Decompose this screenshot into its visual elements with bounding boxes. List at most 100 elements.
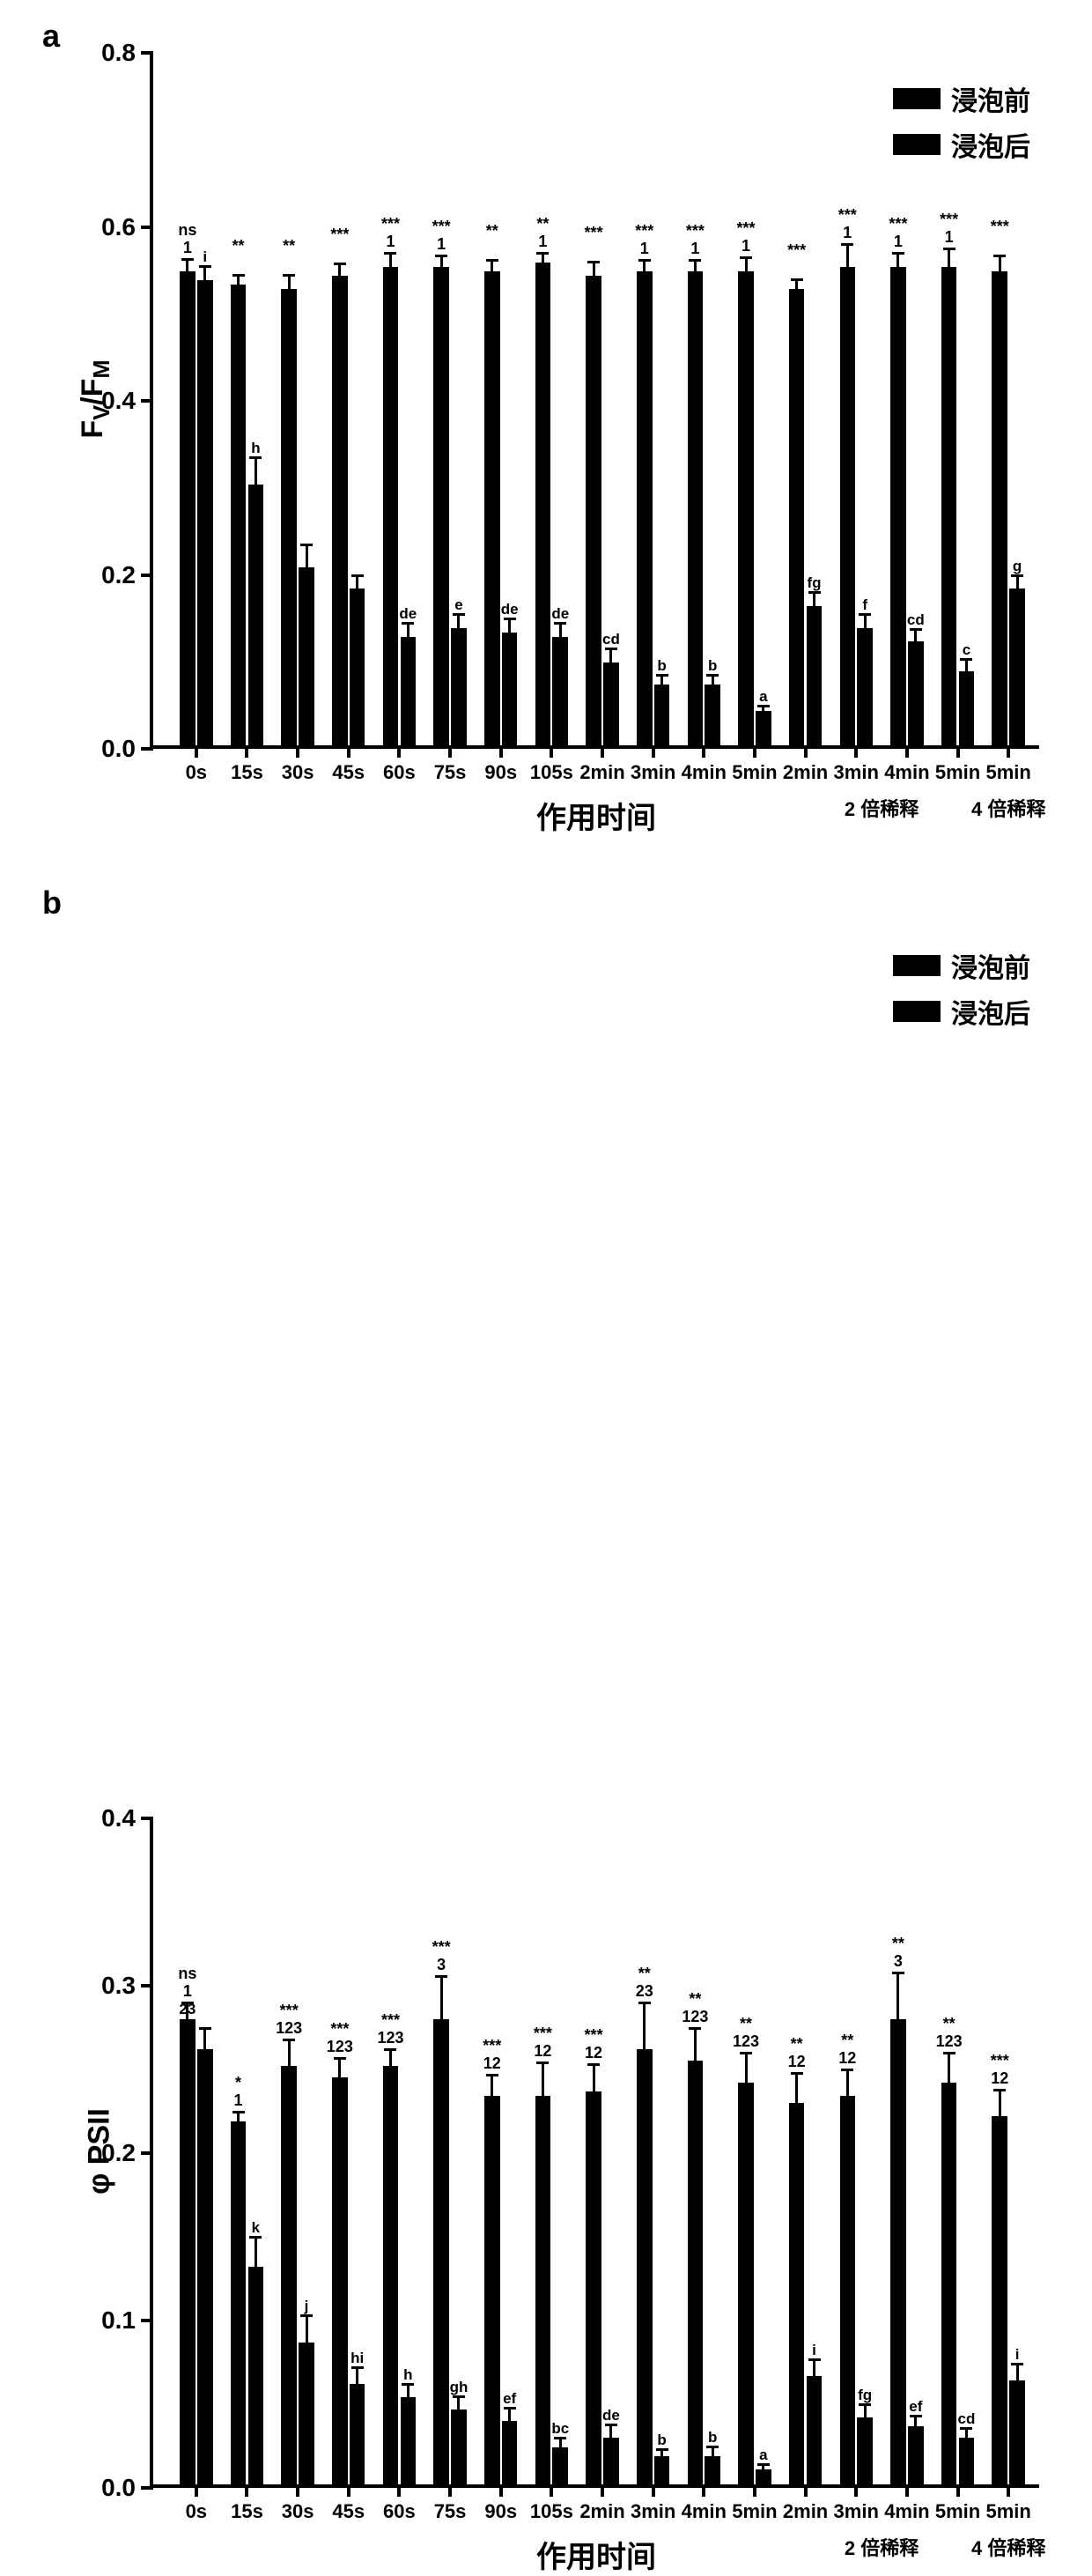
bar-after	[502, 633, 518, 745]
x-tick-label: 105s	[530, 2500, 573, 2523]
error-bar	[306, 2315, 308, 2345]
sig-number: 1	[234, 2092, 243, 2108]
bar-before	[941, 267, 957, 745]
sig-mark: ***	[889, 216, 907, 232]
x-tick-label: 5min	[985, 2500, 1030, 2523]
bar-letter: c	[963, 641, 970, 659]
error-cap	[486, 2074, 498, 2076]
error-bar	[965, 2428, 968, 2441]
bar-after	[807, 2376, 823, 2485]
error-bar	[914, 629, 917, 645]
y-tick	[141, 399, 153, 403]
legend-item-after-b: 浸泡后	[893, 992, 1030, 1031]
sig-number: 3	[894, 1953, 903, 1969]
x-tick-label: 2min	[579, 2500, 624, 2523]
x-tick-label: 2min	[783, 761, 828, 784]
x-tick	[804, 745, 808, 758]
y-tick-label: 0.0	[101, 2474, 136, 2502]
sig-mark: **	[536, 216, 549, 232]
error-cap	[638, 259, 651, 262]
sig-mark: **	[740, 2016, 752, 2032]
y-tick-label: 0.4	[101, 1804, 136, 1832]
bar-letter: h	[251, 440, 260, 457]
y-tick	[141, 226, 153, 229]
error-cap	[232, 274, 245, 277]
sig-mark: **	[689, 1991, 701, 2007]
error-bar	[255, 2237, 257, 2270]
bar-letter: i	[1015, 2346, 1020, 2364]
bar-before	[281, 289, 297, 745]
error-bar	[745, 257, 748, 275]
panel-b: b 浸泡前 浸泡后 φ PSII 作用时间 0.00.10.20.30.40sn…	[0, 876, 1092, 1751]
error-cap	[587, 261, 600, 263]
bar-letter: f	[862, 596, 867, 614]
x-tick	[956, 745, 960, 758]
x-tick	[804, 2484, 808, 2497]
x-tick	[245, 745, 248, 758]
bar-after	[705, 685, 720, 745]
error-cap	[638, 2002, 651, 2004]
bar-after	[552, 2447, 568, 2484]
sig-mark: ns	[178, 222, 196, 238]
bar-letter: i	[812, 2342, 816, 2359]
x-tick-label: 30s	[282, 761, 314, 784]
error-bar	[508, 2408, 511, 2424]
error-bar	[609, 648, 612, 666]
bar-after	[401, 637, 417, 745]
x-tick-label: 5min	[985, 761, 1030, 784]
legend-label-after-b: 浸泡后	[951, 992, 1030, 1031]
error-cap	[791, 278, 803, 281]
sig-number: 12	[788, 2054, 806, 2069]
bar-letter: j	[305, 2298, 309, 2315]
x-tick-label: 60s	[383, 2500, 416, 2523]
sig-number: 1	[640, 241, 649, 256]
x-tick	[296, 745, 299, 758]
error-cap	[435, 255, 447, 257]
sig-mark: ***	[991, 2053, 1009, 2069]
error-bar	[457, 2396, 460, 2413]
x-tick	[448, 2484, 452, 2497]
error-bar	[795, 2073, 798, 2106]
x-tick	[854, 745, 858, 758]
sig-mark: ***	[838, 207, 857, 223]
error-bar	[795, 279, 798, 292]
bar-after	[451, 2409, 467, 2485]
x-tick	[1007, 745, 1010, 758]
x-tick-label: 30s	[282, 2500, 314, 2523]
sig-mark: ***	[635, 223, 653, 239]
sig-number: 12	[991, 2070, 1008, 2086]
x-tick	[905, 745, 909, 758]
x-tick-label: 105s	[530, 761, 573, 784]
bar-after	[248, 2267, 264, 2484]
sig-number: 1	[690, 241, 699, 256]
error-bar	[914, 2416, 917, 2429]
x-tick-label: 3min	[631, 761, 675, 784]
error-cap	[300, 544, 313, 546]
bar-letter: fg	[807, 574, 821, 592]
x-tick	[601, 745, 604, 758]
sig-number: 12	[838, 2050, 856, 2066]
bar-after	[857, 2417, 873, 2484]
sig-mark: **	[791, 2036, 803, 2052]
error-bar	[389, 253, 392, 270]
x-tick-label: 45s	[332, 2500, 365, 2523]
bar-letter: a	[759, 688, 767, 706]
bar-before	[332, 2077, 348, 2484]
x-tick-label: 3min	[834, 761, 879, 784]
sig-number: 1	[742, 238, 750, 254]
error-bar	[389, 2049, 392, 2069]
x-sub-label: 4 倍稀释	[971, 794, 1045, 822]
error-bar	[999, 255, 1001, 275]
bar-letter: de	[501, 601, 519, 618]
error-bar	[338, 263, 341, 279]
figure-root: a 浸泡前 浸泡后 FV/FM 作用时间 0.00.20.40.60.80sns…	[0, 0, 1092, 1751]
bar-letter: b	[708, 2429, 717, 2446]
sig-mark: **	[486, 223, 498, 239]
y-tick-label: 0.2	[101, 561, 136, 589]
error-bar	[288, 2039, 291, 2069]
error-bar	[542, 253, 544, 266]
error-cap	[841, 243, 853, 246]
x-tick	[245, 2484, 248, 2497]
bar-after	[908, 641, 924, 746]
x-tick	[652, 2484, 655, 2497]
